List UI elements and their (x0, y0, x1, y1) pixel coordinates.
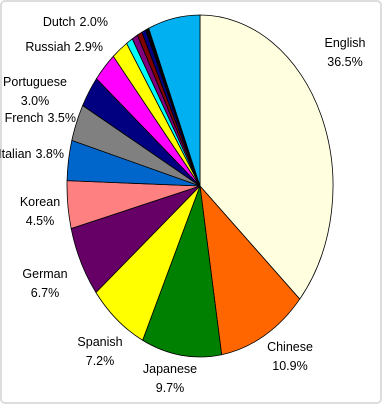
slice-label: Korean 4.5% (20, 195, 60, 228)
category-label: Chinese (267, 340, 313, 354)
category-label: Spanish (77, 335, 122, 349)
category-label: Korean (20, 195, 60, 209)
value-label: 4.5% (26, 214, 55, 228)
value-label: 10.9% (272, 359, 307, 373)
slice-label: German 6.7% (22, 267, 67, 300)
value-label: 3.0% (21, 94, 50, 108)
value-label: 36.5% (327, 55, 362, 69)
category-label: Dutch (43, 15, 76, 29)
slice-label: Portuguese 3.0% (3, 75, 67, 108)
slice-label: Italian 3.8% (0, 147, 64, 161)
category-label: Russiah (25, 40, 70, 54)
value-label: 7.2% (86, 354, 115, 368)
slice-label: Russiah 2.9% (25, 40, 103, 54)
slice-label: Chinese 10.9% (267, 340, 313, 373)
category-label: Japanese (143, 362, 197, 376)
slice-label: Spanish 7.2% (77, 335, 122, 368)
category-label: Italian (0, 147, 32, 161)
slice-label: English 36.5% (325, 36, 366, 69)
value-label: 2.9% (75, 40, 104, 54)
slice (199, 14, 334, 300)
category-label: French (5, 111, 44, 125)
category-label: Portuguese (3, 75, 67, 89)
slice-label: Japanese 9.7% (143, 362, 197, 395)
labels: English 36.5% Chinese 10.9% Japanese 9.7% Span… (0, 15, 366, 395)
category-label: German (22, 267, 67, 281)
value-label: 2.0% (80, 15, 109, 29)
value-label: 3.5% (48, 111, 77, 125)
pie (66, 14, 334, 358)
value-label: 6.7% (31, 286, 60, 300)
slice (142, 185, 223, 358)
value-label: 9.7% (156, 381, 185, 395)
value-label: 3.8% (36, 147, 65, 161)
category-label: English (325, 36, 366, 50)
slice (199, 184, 301, 356)
slice (148, 14, 201, 187)
slice-label: French 3.5% (5, 111, 76, 125)
slice-label: Dutch 2.0% (43, 15, 108, 29)
